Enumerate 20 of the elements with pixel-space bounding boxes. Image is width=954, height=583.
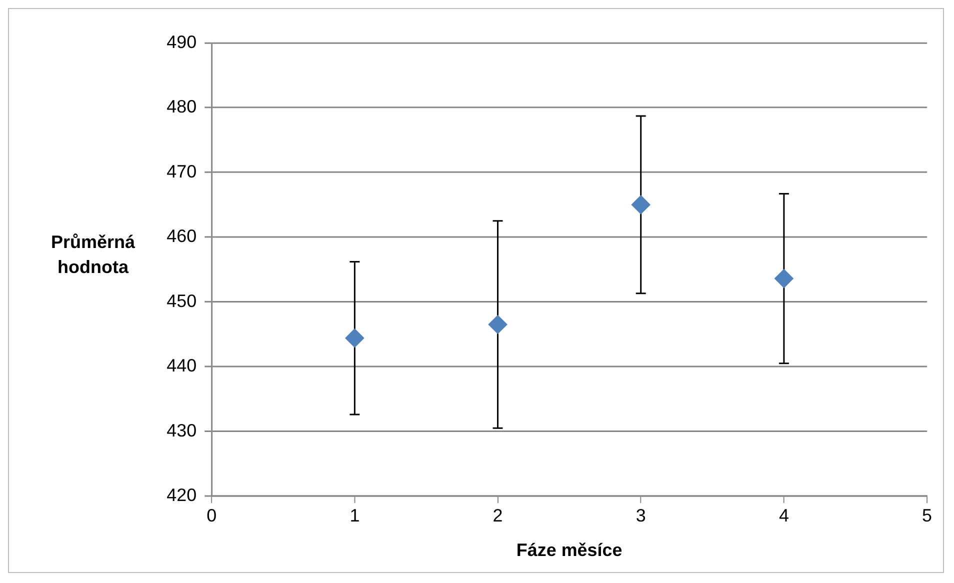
y-tick-label: 440: [166, 356, 197, 376]
y-tick-label: 490: [166, 32, 197, 52]
y-tick-label: 460: [166, 226, 197, 246]
x-tick-label: 0: [206, 506, 217, 526]
point: [488, 315, 508, 334]
y-tick-label: 470: [166, 161, 197, 182]
x-tick-label: 1: [350, 506, 360, 526]
x-tick-label: 4: [778, 506, 789, 526]
x-tick-label: 5: [922, 506, 932, 526]
y-tick-label: 480: [166, 96, 197, 117]
point: [774, 269, 794, 288]
y-tick-label: 450: [166, 290, 197, 311]
x-tick-label: 3: [636, 506, 646, 526]
x-tick-label: 2: [492, 506, 503, 526]
point: [345, 328, 364, 348]
x-axis-title: Fáze měsíce: [516, 540, 622, 560]
y-tick-label: 420: [166, 485, 197, 506]
point: [631, 195, 650, 214]
y-axis-title: Průměrná hodnota: [50, 231, 136, 279]
y-tick-label: 430: [166, 420, 197, 440]
